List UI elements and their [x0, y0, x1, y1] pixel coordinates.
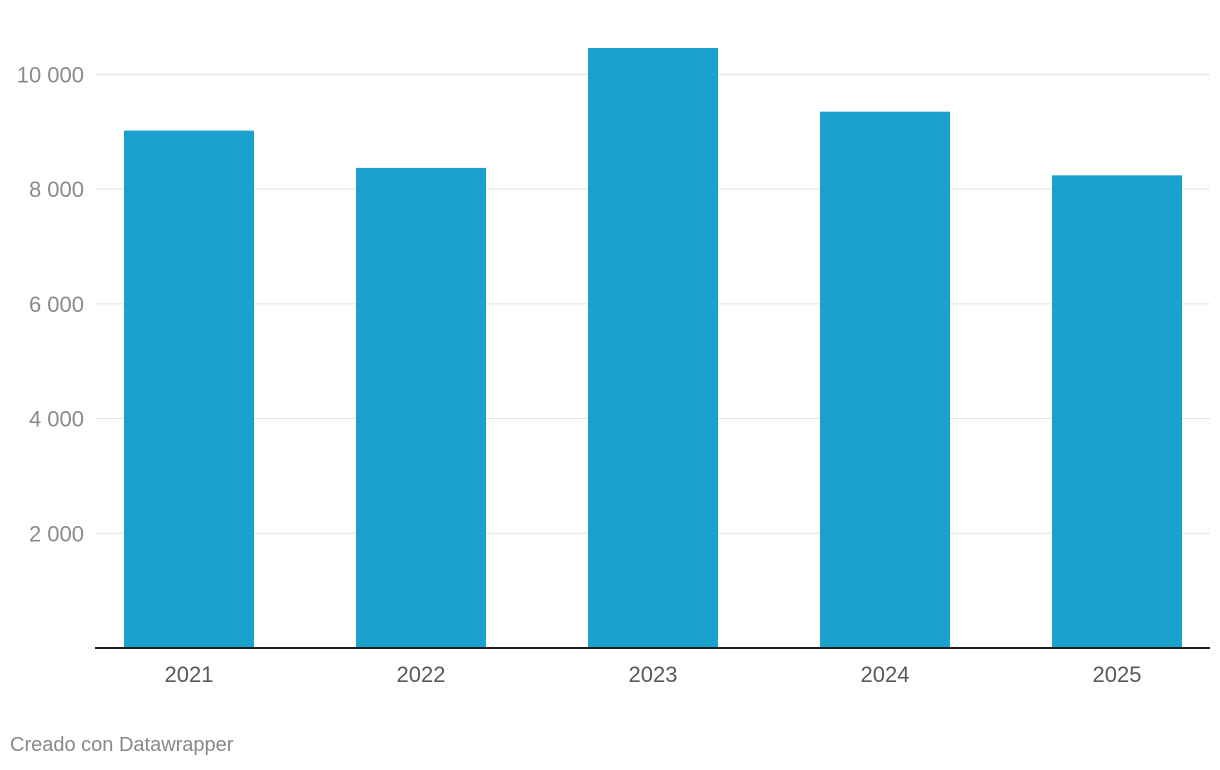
x-tick-label: 2023: [629, 662, 678, 687]
bar-2023: [588, 48, 718, 648]
y-tick-label: 8 000: [29, 177, 84, 202]
x-tick-label: 2024: [861, 662, 910, 687]
x-tick-label: 2022: [397, 662, 446, 687]
y-tick-label: 4 000: [29, 407, 84, 432]
footer-credit: Creado con Datawrapper: [10, 734, 234, 756]
x-tick-label: 2021: [165, 662, 214, 687]
y-tick-label: 6 000: [29, 292, 84, 317]
y-tick-label: 10 000: [17, 62, 84, 87]
x-axis-ticks: 2021 2022 2023 2024 2025: [165, 662, 1142, 687]
x-tick-label: 2025: [1093, 662, 1142, 687]
bars: [124, 48, 1182, 648]
bar-2024: [820, 111, 950, 648]
y-tick-label: 2 000: [29, 521, 84, 546]
bar-2021: [124, 130, 254, 648]
bar-2022: [356, 167, 486, 648]
bar-2025: [1052, 175, 1182, 648]
y-axis-ticks: 2 000 4 000 6 000 8 000 10 000: [17, 62, 84, 546]
